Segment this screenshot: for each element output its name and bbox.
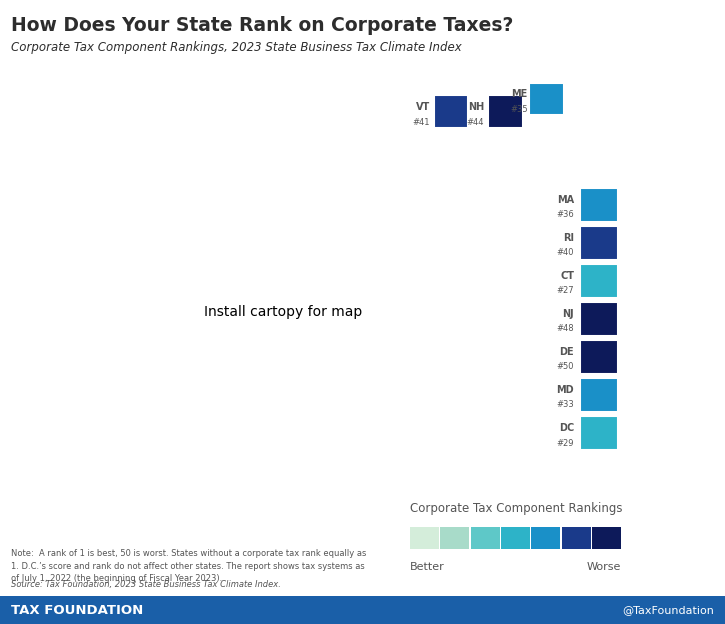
Text: #41: #41 xyxy=(413,119,430,127)
Text: NH: NH xyxy=(468,102,484,112)
Text: #50: #50 xyxy=(557,363,574,371)
Text: RI: RI xyxy=(563,233,574,243)
Text: #36: #36 xyxy=(557,210,574,219)
Text: DE: DE xyxy=(560,347,574,357)
Text: #48: #48 xyxy=(557,324,574,333)
Text: DC: DC xyxy=(559,423,574,433)
Text: VT: VT xyxy=(415,102,430,112)
Text: #33: #33 xyxy=(557,401,574,409)
Text: Source: Tax Foundation, 2023 State Business Tax Climate Index.: Source: Tax Foundation, 2023 State Busin… xyxy=(11,580,281,589)
Text: Corporate Tax Component Rankings, 2023 State Business Tax Climate Index: Corporate Tax Component Rankings, 2023 S… xyxy=(11,41,462,54)
Text: #29: #29 xyxy=(557,439,574,447)
Text: ME: ME xyxy=(512,89,528,99)
Text: Install cartopy for map: Install cartopy for map xyxy=(204,305,362,319)
Text: CT: CT xyxy=(560,271,574,281)
Text: @TaxFoundation: @TaxFoundation xyxy=(622,605,714,615)
Text: #35: #35 xyxy=(510,105,528,114)
Text: MD: MD xyxy=(557,385,574,395)
Text: #44: #44 xyxy=(467,119,484,127)
Text: TAX FOUNDATION: TAX FOUNDATION xyxy=(11,604,143,617)
Text: Worse: Worse xyxy=(587,562,621,572)
Text: Better: Better xyxy=(410,562,444,572)
Text: How Does Your State Rank on Corporate Taxes?: How Does Your State Rank on Corporate Ta… xyxy=(11,16,513,34)
Text: Corporate Tax Component Rankings: Corporate Tax Component Rankings xyxy=(410,502,622,515)
Text: #40: #40 xyxy=(557,248,574,257)
Text: NJ: NJ xyxy=(563,309,574,319)
Text: Note:  A rank of 1 is best, 50 is worst. States without a corporate tax rank equ: Note: A rank of 1 is best, 50 is worst. … xyxy=(11,549,366,583)
Text: #27: #27 xyxy=(557,286,574,295)
Text: MA: MA xyxy=(557,195,574,205)
